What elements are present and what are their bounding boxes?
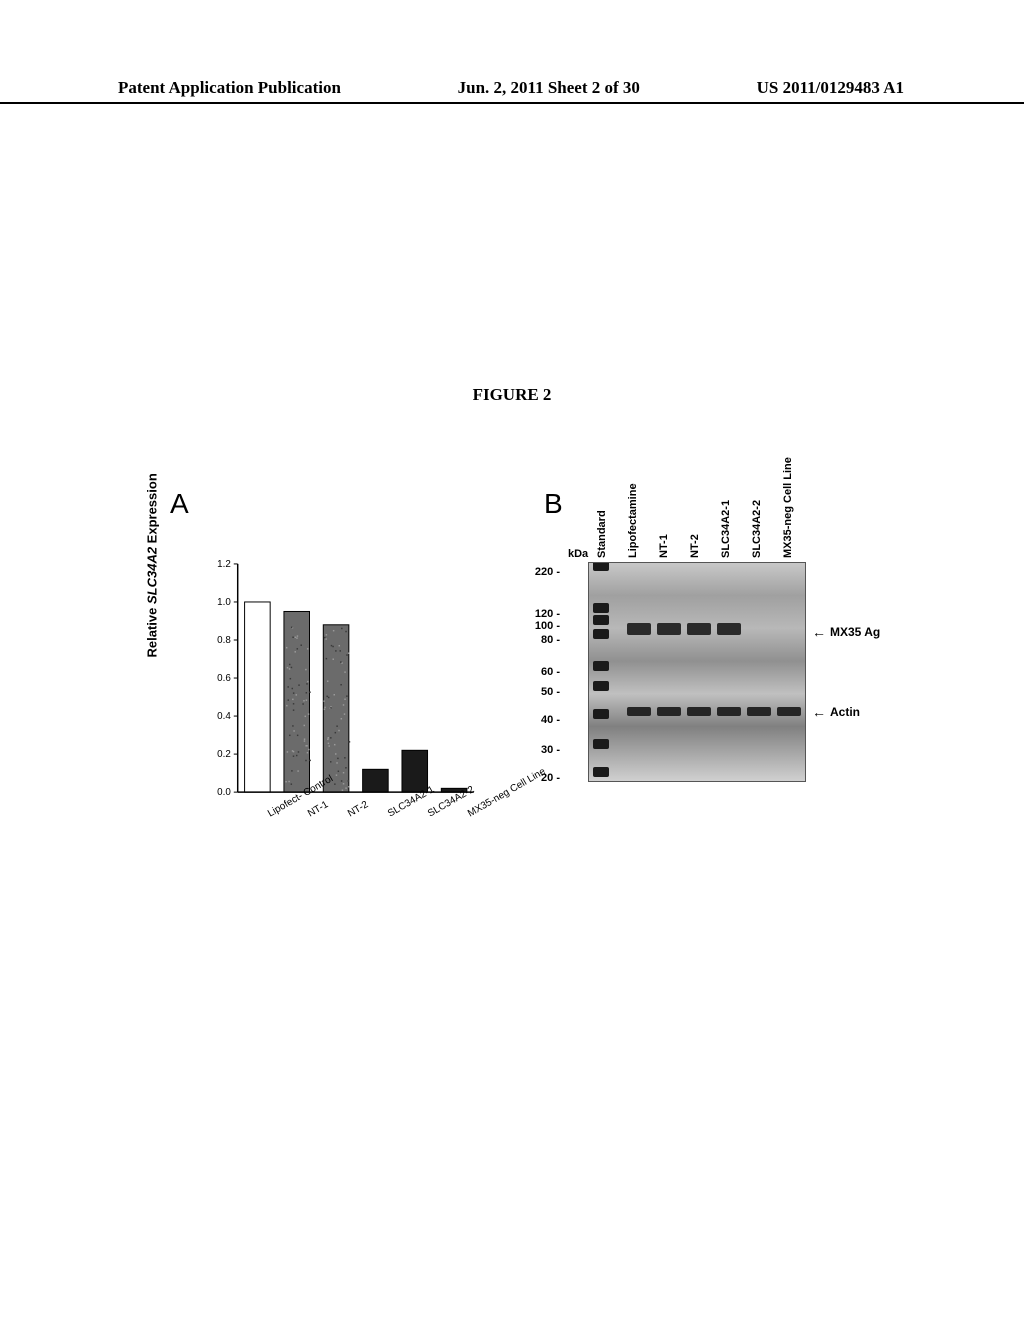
kda-label: kDa <box>568 548 588 560</box>
page-header: Patent Application Publication Jun. 2, 2… <box>0 78 1024 104</box>
header-right: US 2011/0129483 A1 <box>757 78 904 98</box>
mw-marker: 30 - <box>541 744 560 756</box>
x-label: NT-2 <box>346 810 352 820</box>
blot-arrow-label: ←MX35 Ag <box>812 624 880 640</box>
panel-a-label: A <box>170 488 189 520</box>
svg-text:0.4: 0.4 <box>217 711 231 722</box>
chart-svg: 0.0 0.2 0.4 0.6 0.8 1.0 1.2 <box>200 560 480 800</box>
blot-arrow-label: ←Actin <box>812 704 860 720</box>
blot-image <box>588 562 806 782</box>
x-label: MX35-neg Cell Line <box>466 810 472 820</box>
mw-marker: 40 - <box>541 714 560 726</box>
mw-marker: 50 - <box>541 686 560 698</box>
header-center: Jun. 2, 2011 Sheet 2 of 30 <box>458 78 640 98</box>
panel-b: B kDa StandardLipofectamineNT-1NT-2SLC34… <box>540 470 900 890</box>
svg-text:0.2: 0.2 <box>217 749 231 760</box>
svg-text:1.2: 1.2 <box>217 560 231 570</box>
mw-marker: 60 - <box>541 666 560 678</box>
figure-title: FIGURE 2 <box>0 385 1024 405</box>
arrow-icon: ← <box>812 704 826 720</box>
svg-text:0.0: 0.0 <box>217 787 231 798</box>
arrow-icon: ← <box>812 624 826 640</box>
svg-text:1.0: 1.0 <box>217 597 231 608</box>
mw-marker: 220 - <box>535 566 560 578</box>
x-label: SLC34A2-2 <box>426 810 432 820</box>
header-left: Patent Application Publication <box>118 78 341 98</box>
western-blot: kDa StandardLipofectamineNT-1NT-2SLC34A2… <box>540 470 900 810</box>
panel-a: A Relative SLC34A2 Expression 0.00.20.40… <box>140 470 510 890</box>
x-label: NT-1 <box>306 810 312 820</box>
mw-marker: 80 - <box>541 634 560 646</box>
bar-chart: Relative SLC34A2 Expression 0.00.20.40.6… <box>200 560 480 800</box>
svg-text:0.8: 0.8 <box>217 635 231 646</box>
mw-marker: 120 - <box>535 608 560 620</box>
x-label: Lipofect- Control <box>266 810 272 820</box>
svg-text:0.6: 0.6 <box>217 673 231 684</box>
mw-marker: 100 - <box>535 620 560 632</box>
figure-panels: A Relative SLC34A2 Expression 0.00.20.40… <box>140 470 900 890</box>
y-axis-label: Relative SLC34A2 Expression <box>145 473 160 657</box>
x-label: SLC34A2-1 <box>386 810 392 820</box>
mw-marker: 20 - <box>541 772 560 784</box>
